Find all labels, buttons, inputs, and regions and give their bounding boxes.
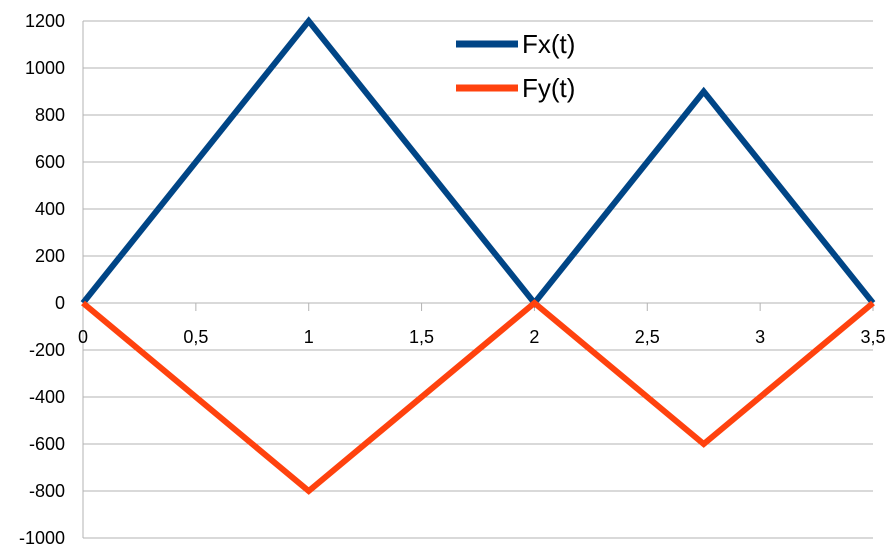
y-tick-label: -600 [29, 434, 65, 454]
y-tick-label: -800 [29, 481, 65, 501]
legend: Fx(t) Fy(t) [456, 29, 575, 103]
y-tick-label: 1000 [25, 58, 65, 78]
legend-label: Fy(t) [522, 73, 575, 103]
x-tick-label: 1,5 [409, 327, 434, 347]
y-tick-label: 600 [35, 152, 65, 172]
series-line-fy [81, 299, 875, 495]
axis-layer: 1200 1000 800 600 400 200 0 -200 -400 -600 -800 -10… [19, 11, 886, 546]
x-tick-label: 0,5 [183, 327, 208, 347]
y-tick-label: 400 [35, 199, 65, 219]
y-tick-label: 800 [35, 105, 65, 125]
series-layer [80, 16, 876, 495]
x-tick-label: 1 [304, 327, 314, 347]
y-tick-label: 1200 [25, 11, 65, 31]
x-tick-label: 3 [755, 327, 765, 347]
y-tick-label: 0 [55, 293, 65, 313]
y-tick-label: -200 [29, 340, 65, 360]
x-tick-label: 2,5 [635, 327, 660, 347]
y-tick-label: -400 [29, 387, 65, 407]
legend-label: Fx(t) [522, 29, 575, 59]
y-tick-label: -1000 [19, 528, 65, 546]
grid-layer [83, 20, 873, 539]
x-tick-label: 3,5 [860, 327, 885, 347]
x-tick-label: 0 [78, 327, 88, 347]
x-tick-label: 2 [529, 327, 539, 347]
y-tick-label: 200 [35, 246, 65, 266]
